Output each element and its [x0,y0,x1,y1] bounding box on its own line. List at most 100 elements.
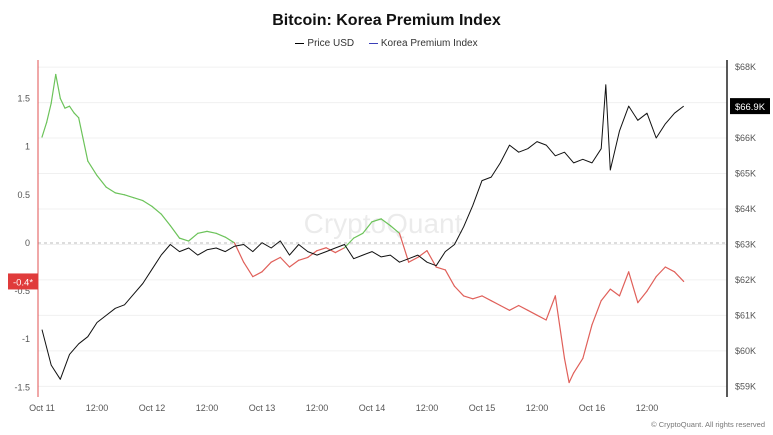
left-tick-label: -1 [22,334,30,344]
premium-segment [215,232,226,238]
premium-segment [142,199,153,207]
premium-segment [600,288,611,302]
legend-swatch-premium [368,42,378,45]
right-tick-label: $60K [735,346,756,356]
premium-segment [307,250,318,258]
premium-segment [435,266,446,271]
premium-segment [78,117,89,162]
premium-segment [527,309,538,316]
premium-segment [573,357,584,374]
premium-segment [151,205,162,215]
premium-segment [188,232,199,242]
premium-segment [637,290,648,304]
premium-segment [380,218,391,227]
premium-segment [243,261,254,278]
right-tick-label: $61K [735,310,756,320]
x-tick-label: Oct 11 [29,403,55,413]
premium-segment [499,304,511,311]
axis-layer: $68K$67K$66K$65K$64K$63K$62K$61K$60K$59K… [14,60,756,413]
premium-segment [169,225,181,239]
premium-segment [545,295,556,321]
premium-segment [41,121,48,138]
premium-segment [463,295,474,300]
right-tick-label: $64K [735,204,756,214]
legend: Price USD Korea Premium Index [0,38,773,49]
premium-segment [554,295,566,360]
current-premium-badge [8,273,38,290]
badge-layer: $66.9K -0.4* [8,98,770,290]
premium-segment [371,218,382,223]
legend-item-price[interactable]: Price USD [295,38,354,49]
copyright-text: © CryptoQuant. All rights reserved [651,420,765,429]
premium-segment [64,105,71,109]
premium-segment [55,73,61,100]
left-tick-label: 1.5 [17,94,30,104]
x-tick-label: 12:00 [526,403,549,413]
x-tick-label: 12:00 [306,403,329,413]
x-tick-label: Oct 16 [579,403,606,413]
premium-segment [673,271,685,283]
premium-segment [472,295,483,300]
premium-segment [270,256,281,263]
premium-segment [490,300,501,307]
premium-segment [45,102,52,124]
x-tick-label: 12:00 [416,403,439,413]
x-tick-label: 12:00 [86,403,109,413]
current-price-label: $66.9K [735,102,766,113]
legend-item-premium[interactable]: Korea Premium Index [368,38,478,49]
premium-segment [279,256,291,268]
right-tick-label: $65K [735,169,756,179]
premium-segment [96,174,107,188]
x-tick-label: Oct 13 [249,403,276,413]
premium-segment [362,221,373,234]
left-tick-label: -1.5 [14,382,30,392]
premium-segment [178,237,190,242]
chart-title: Bitcoin: Korea Premium Index [272,12,501,29]
grid-layer [38,66,727,387]
x-tick-label: Oct 12 [139,403,166,413]
premium-segment [646,276,657,292]
premium-segment [426,250,437,268]
premium-segment [50,73,57,104]
premium-segment [481,295,492,302]
premium-segment [591,300,602,326]
premium-segment [224,236,236,244]
premium-segment [334,247,346,254]
premium-segment [68,105,75,114]
premium-segment [508,304,520,311]
x-tick-label: 12:00 [636,403,659,413]
left-tick-label: -0.5 [14,286,30,296]
premium-segment [288,259,300,268]
premium-segment [133,197,144,202]
right-tick-label: $63K [735,239,756,249]
premium-segment [114,192,126,196]
premium-segment [206,230,217,234]
left-tick-label: 1 [25,142,30,152]
premium-segment [353,232,364,239]
legend-label-price: Price USD [307,38,355,49]
right-tick-label: $66K [735,133,756,143]
left-tick-label: 0 [25,238,30,248]
right-tick-label: $62K [735,275,756,285]
premium-segment [518,304,529,311]
premium-segment [655,266,666,278]
premium-segment [197,230,208,234]
right-tick-label: $68K [735,62,756,72]
premium-segment [618,271,630,297]
premium-segment [628,271,639,304]
premium-segment [563,357,570,384]
premium-segment [87,160,98,177]
premium-segment [389,225,401,234]
premium-segment [298,256,309,261]
premium-segment [444,269,456,287]
premium-segment [408,256,419,263]
premium-segment [105,186,116,194]
premium-segment [453,285,465,297]
right-tick-label: $59K [735,381,756,391]
price-line [41,84,685,380]
premium-segment [123,194,135,199]
premium-segment [398,232,410,263]
premium-segment [59,97,66,109]
